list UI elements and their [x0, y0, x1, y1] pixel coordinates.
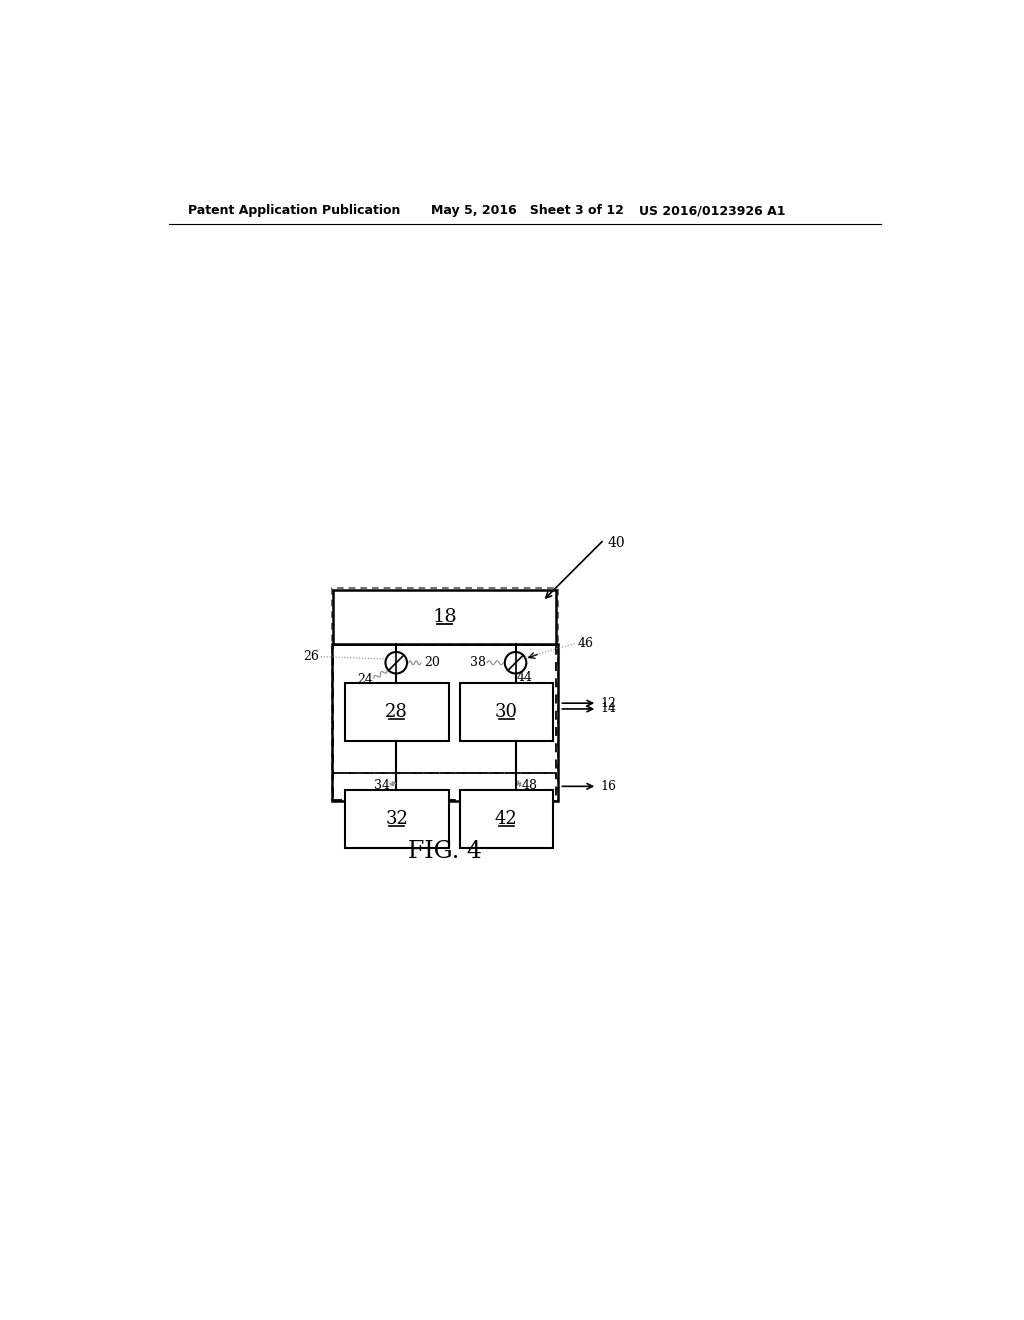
Bar: [333, 774, 556, 800]
Text: 40: 40: [608, 536, 626, 550]
Text: 42: 42: [495, 809, 518, 828]
Text: Patent Application Publication: Patent Application Publication: [188, 205, 400, 218]
Text: 24: 24: [357, 673, 373, 686]
Text: 46: 46: [578, 638, 593, 649]
Bar: [333, 590, 556, 644]
Text: 30: 30: [495, 702, 518, 721]
Bar: [332, 589, 558, 801]
Text: 14: 14: [600, 702, 616, 715]
Text: 18: 18: [432, 607, 457, 626]
Text: US 2016/0123926 A1: US 2016/0123926 A1: [639, 205, 785, 218]
Bar: [460, 682, 553, 741]
Text: 20: 20: [424, 656, 439, 669]
Bar: [345, 682, 449, 741]
Text: May 5, 2016   Sheet 3 of 12: May 5, 2016 Sheet 3 of 12: [431, 205, 624, 218]
Text: 44: 44: [517, 671, 534, 684]
Text: 28: 28: [385, 702, 408, 721]
Bar: [345, 789, 449, 847]
Text: 38: 38: [470, 656, 486, 669]
Bar: [460, 789, 553, 847]
Text: 32: 32: [385, 809, 408, 828]
Text: 12: 12: [600, 697, 616, 710]
Bar: [332, 644, 558, 801]
Text: 34: 34: [374, 779, 390, 792]
Text: 48: 48: [521, 779, 538, 792]
Text: FIG. 4: FIG. 4: [408, 840, 481, 863]
Text: 16: 16: [600, 780, 616, 793]
Bar: [333, 645, 556, 774]
Text: 26: 26: [303, 649, 319, 663]
